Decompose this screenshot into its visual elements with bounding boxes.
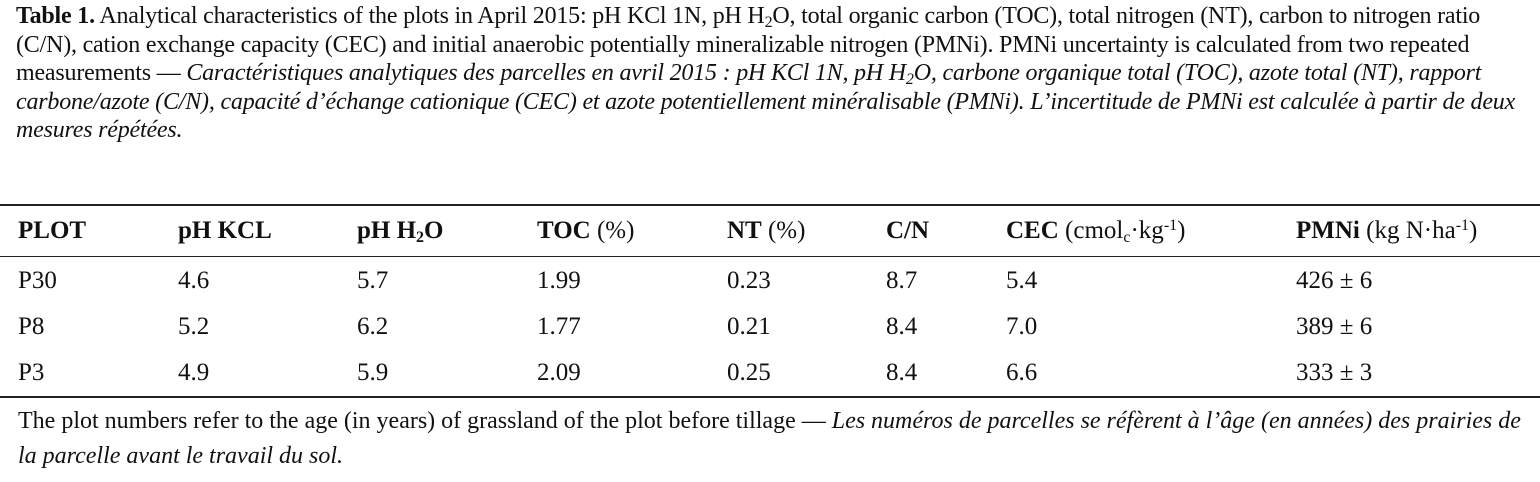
table-cell: 5.9 — [357, 359, 389, 386]
header-unit: ) — [1469, 216, 1478, 244]
table-cell: 4.6 — [178, 266, 210, 294]
header-cell: pH KCL — [160, 205, 339, 256]
table-row: P8 5.2 6.2 1.77 0.21 8.4 7.0 389 ± 6 — [0, 303, 1540, 350]
caption-label: Table 1. — [16, 3, 95, 29]
table-cell: P8 — [18, 312, 45, 340]
header-unit: ) — [1177, 216, 1186, 244]
footnote-separator: — — [801, 408, 826, 434]
caption-text: O, total organic carbon (TOC), total nit… — [16, 3, 1481, 87]
table-cell: 6.6 — [1006, 359, 1038, 386]
table-cell: 1.77 — [537, 312, 581, 340]
caption: Table 1. Analytical characteristics of t… — [0, 0, 1540, 204]
header-text: PLOT — [18, 216, 87, 244]
header-text: TOC — [537, 216, 591, 244]
header-unit: (%) — [590, 216, 635, 244]
data-table: PLOT pH KCL pH H2O TOC (%) NT (%) C/N CE… — [0, 204, 1540, 398]
table-cell: 7.0 — [1006, 312, 1038, 340]
header-subscript: c — [1123, 228, 1131, 246]
table-cell: 8.4 — [886, 312, 918, 340]
caption-subscript: 2 — [764, 14, 773, 31]
header-cell: TOC (%) — [519, 205, 709, 256]
header-superscript: -1 — [1455, 216, 1470, 234]
caption-text: O, carbone organique total (TOC), azote … — [16, 60, 1516, 144]
table-cell: 5.2 — [178, 312, 210, 340]
header-text: PMNi — [1296, 216, 1360, 244]
header-cell: PMNi (kg N·ha-1) — [1278, 205, 1540, 256]
footnote: The plot numbers refer to the age (in ye… — [0, 398, 1540, 474]
table-head: PLOT pH KCL pH H2O TOC (%) NT (%) C/N CE… — [0, 205, 1540, 256]
caption-subscript: 2 — [905, 71, 914, 89]
header-text: pH H2O — [357, 216, 444, 246]
header-subscript: 2 — [416, 228, 425, 246]
footnote-french: Les numéros de parcelles se réfèrent à l… — [18, 408, 1521, 469]
table-cell: 0.21 — [727, 312, 771, 340]
header-part: pH H — [357, 216, 417, 244]
table-cell: 5.7 — [357, 266, 389, 294]
footnote-english: The plot numbers refer to the age (in ye… — [18, 408, 796, 434]
table-cell: 0.23 — [727, 266, 771, 294]
header-part: O — [424, 216, 444, 244]
header-superscript: -1 — [1163, 216, 1178, 234]
table-cell: 1.99 — [537, 266, 581, 294]
table-row: P3 4.9 5.9 2.09 0.25 8.4 6.6 333 ± 3 — [0, 350, 1540, 397]
caption-text: Caractéristiques analytiques des parcell… — [186, 60, 906, 87]
header-text: pH KCL — [178, 216, 272, 244]
table-cell: 0.25 — [727, 359, 771, 386]
table-body: P30 4.6 5.7 1.99 0.23 8.7 5.4 426 ± 6 P8 5.2 6.2 1.… — [0, 256, 1540, 397]
table-cell: 426 ± 6 — [1296, 266, 1373, 294]
header-text: CEC — [1006, 216, 1059, 244]
header-cell: CEC (cmolc·kg-1) — [988, 205, 1278, 256]
table-cell: 8.4 — [886, 359, 918, 386]
header-cell: C/N — [868, 205, 988, 256]
header-unit: ·kg — [1130, 216, 1164, 244]
header-unit: (cmol — [1058, 216, 1124, 244]
header-unit: (kg N·ha — [1359, 216, 1456, 244]
table-cell: P3 — [18, 359, 45, 386]
header-row: PLOT pH KCL pH H2O TOC (%) NT (%) C/N CE… — [0, 205, 1540, 256]
table-cell: 333 ± 3 — [1296, 359, 1373, 386]
caption-english: Analytical characteristics of the plots … — [16, 3, 1480, 86]
header-cell: PLOT — [0, 205, 160, 256]
header-text: C/N — [886, 216, 930, 244]
table-cell: 389 ± 6 — [1296, 312, 1373, 340]
caption-separator: — — [156, 60, 181, 87]
table-row: P30 4.6 5.7 1.99 0.23 8.7 5.4 426 ± 6 — [0, 256, 1540, 303]
caption-text: Analytical characteristics of the plots … — [99, 3, 765, 29]
header-cell: NT (%) — [709, 205, 868, 256]
header-text: NT — [727, 216, 762, 244]
table-cell: P30 — [18, 266, 57, 294]
table-cell: 6.2 — [357, 312, 389, 340]
table-cell: 5.4 — [1006, 266, 1038, 294]
header-cell: pH H2O — [339, 205, 519, 256]
header-unit: (%) — [761, 216, 806, 244]
caption-french: Caractéristiques analytiques des parcell… — [16, 60, 1515, 143]
table-cell: 8.7 — [886, 266, 918, 294]
table-cell: 4.9 — [178, 359, 210, 386]
table-cell: 2.09 — [537, 359, 581, 386]
